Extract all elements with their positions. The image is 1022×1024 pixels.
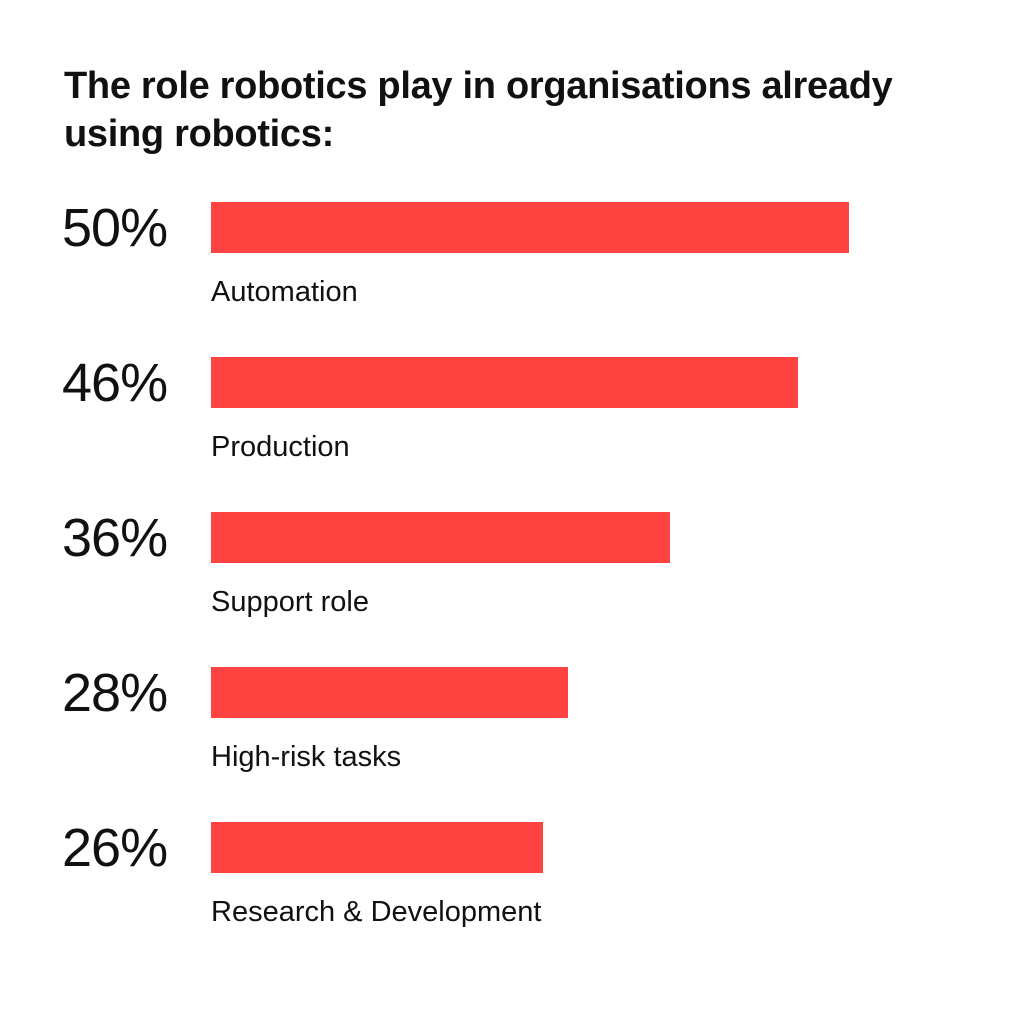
category-label: Production (211, 431, 350, 463)
chart-title: The role robotics play in organisations … (64, 65, 893, 155)
bar (211, 667, 569, 718)
percent-value: 46% (62, 353, 168, 413)
percent-value: 28% (62, 663, 168, 723)
bar-row: 28% High-risk tasks (0, 663, 1022, 797)
bar (211, 822, 543, 873)
bar-row: 50% Automation (0, 198, 1022, 332)
bar-row: 46% Production (0, 353, 1022, 487)
bar (211, 357, 798, 408)
category-label: Support role (211, 586, 369, 618)
percent-value: 36% (62, 508, 168, 568)
category-label: Research & Development (211, 896, 542, 928)
percent-value: 26% (62, 818, 168, 878)
category-label: Automation (211, 276, 358, 308)
bar-row: 26% Research & Development (0, 818, 1022, 952)
category-label: High-risk tasks (211, 741, 402, 773)
bar (211, 202, 849, 253)
bar (211, 512, 671, 563)
percent-value: 50% (62, 198, 168, 258)
bar-row: 36% Support role (0, 508, 1022, 642)
